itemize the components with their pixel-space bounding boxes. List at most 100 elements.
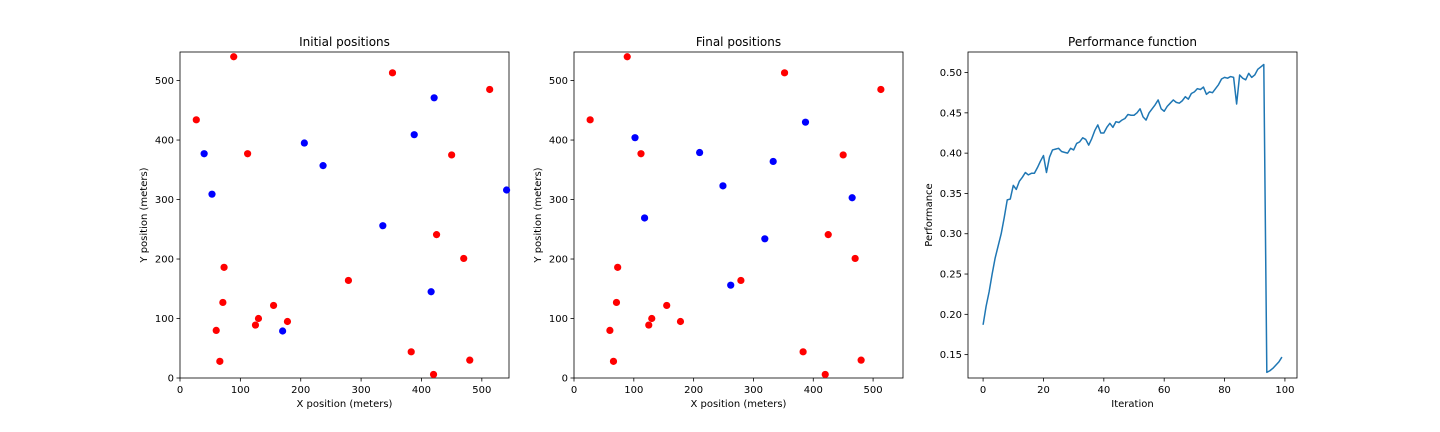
plot-frame [967, 51, 1298, 379]
red-point [851, 254, 859, 263]
red-point [486, 85, 494, 94]
y-tick-label: 0.30 [940, 229, 962, 240]
y-tick-label: 0.40 [940, 149, 962, 160]
y-tick-label: 500 [549, 76, 568, 87]
x-tick-label: 60 [1158, 385, 1171, 396]
y-tick-label: 0.20 [940, 310, 962, 321]
red-point [799, 348, 807, 356]
red-point [663, 301, 671, 310]
red-point [432, 231, 441, 239]
blue-point [319, 162, 327, 170]
red-point [212, 326, 220, 335]
red-point [612, 298, 621, 307]
y-tick-label: 200 [549, 255, 568, 266]
red-point [780, 69, 789, 77]
blue-point [801, 118, 810, 126]
red-point [606, 326, 614, 335]
chart-title: Initial positions [299, 35, 390, 49]
blue-point [696, 148, 704, 157]
red-point [192, 116, 200, 124]
red-point [429, 370, 438, 379]
red-point [219, 298, 227, 307]
red-point [283, 317, 292, 326]
y-tick-label: 0 [562, 374, 568, 385]
x-tick-label: 500 [864, 385, 883, 396]
red-point [637, 150, 645, 158]
red-point [648, 314, 656, 323]
red-point [614, 263, 622, 271]
chart-1: 0 100 200 300 400 500 0 100 200 300 400 500 Initial … [139, 35, 511, 410]
blue-point [200, 150, 208, 158]
x-tick-label: 400 [804, 385, 823, 396]
chart-2: 0 100 200 300 400 500 0 100 200 300 400 500 Final po… [533, 35, 904, 410]
red-point [244, 150, 252, 158]
blue-point [300, 139, 308, 147]
y-tick-label: 100 [155, 314, 174, 325]
x-tick-label: 80 [1218, 385, 1231, 396]
red-point [676, 317, 685, 326]
blue-point [631, 134, 639, 142]
y-axis-label: Y position (meters) [139, 167, 150, 263]
plot-frame [179, 51, 510, 379]
red-point [407, 348, 415, 356]
x-tick-label: 0 [177, 385, 183, 396]
x-tick-label: 100 [624, 385, 643, 396]
y-axis-label: Y position (meters) [533, 167, 544, 263]
plot-frame [573, 51, 904, 379]
red-point [623, 53, 631, 61]
x-axis-label: Iteration [1111, 399, 1153, 410]
y-tick-label: 300 [549, 195, 568, 206]
blue-point [502, 186, 511, 194]
x-axis-label: X position (meters) [297, 399, 393, 410]
red-point [448, 151, 456, 159]
red-point [737, 276, 745, 285]
y-tick-label: 0.45 [940, 108, 962, 119]
y-tick-label: 0.15 [940, 350, 962, 361]
x-tick-label: 0 [980, 385, 986, 396]
blue-point [279, 327, 287, 335]
red-point [821, 370, 829, 379]
blue-point [848, 194, 856, 202]
red-point [857, 356, 865, 364]
chart-title: Performance function [1068, 35, 1197, 49]
y-tick-label: 0 [168, 374, 174, 385]
y-tick-label: 500 [155, 76, 174, 87]
x-tick-label: 500 [472, 385, 491, 396]
performance-line [982, 63, 1283, 374]
blue-point [379, 222, 387, 230]
x-tick-label: 300 [744, 385, 763, 396]
red-point [586, 116, 594, 124]
y-tick-label: 0.50 [940, 68, 962, 79]
red-point [839, 151, 847, 159]
red-point [230, 53, 238, 61]
red-point [251, 321, 260, 329]
blue-point [727, 281, 735, 289]
x-tick-label: 100 [1275, 385, 1294, 396]
y-tick-label: 0.35 [940, 189, 962, 200]
x-tick-label: 0 [571, 385, 577, 396]
x-tick-label: 40 [1097, 385, 1110, 396]
x-tick-label: 200 [684, 385, 703, 396]
red-point [460, 254, 468, 263]
x-tick-label: 400 [412, 385, 431, 396]
y-tick-label: 300 [155, 195, 174, 206]
red-point [609, 357, 618, 365]
y-tick-label: 100 [549, 314, 568, 325]
red-point [877, 85, 885, 94]
y-tick-label: 200 [155, 255, 174, 266]
red-point [344, 276, 353, 285]
blue-point [640, 214, 649, 222]
blue-point [719, 182, 727, 190]
x-tick-label: 200 [291, 385, 310, 396]
y-axis-label: Performance [924, 183, 935, 246]
chart-3: 0 20 40 60 80 100 0.15 0.20 0.25 0.30 0.35 0.40 0.45… [924, 35, 1298, 410]
blue-point [430, 94, 438, 102]
red-point [254, 314, 263, 323]
red-point [216, 357, 224, 365]
y-tick-label: 400 [549, 136, 568, 147]
blue-point [769, 157, 777, 166]
red-point [220, 263, 228, 271]
blue-point [761, 235, 769, 243]
blue-point [208, 190, 216, 198]
